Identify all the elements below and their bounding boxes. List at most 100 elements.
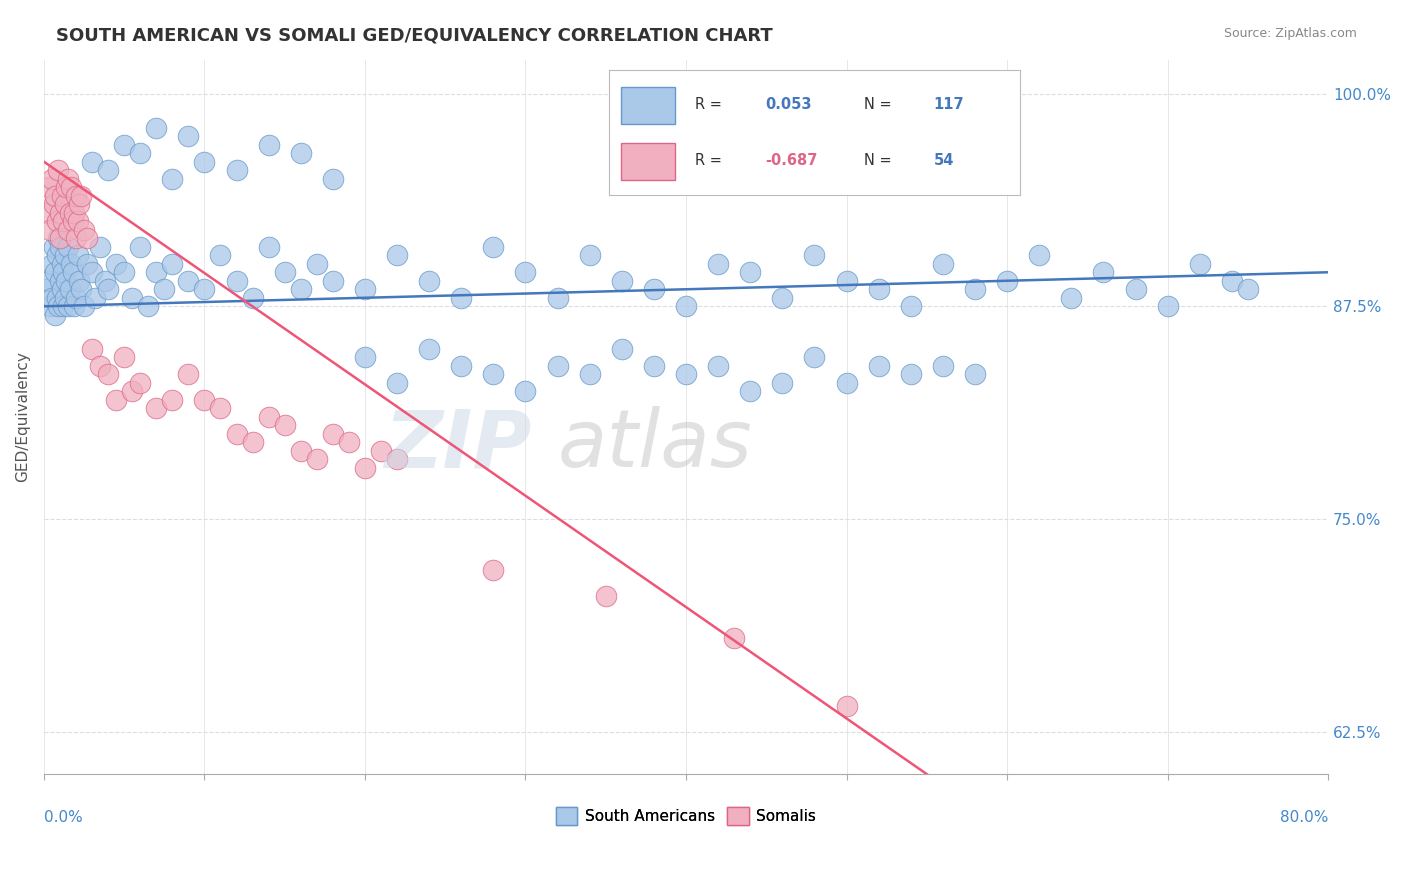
Point xyxy=(177,368,200,382)
Point xyxy=(42,197,65,211)
Point xyxy=(49,240,72,254)
Point xyxy=(136,299,159,313)
Point xyxy=(46,299,69,313)
Point xyxy=(322,171,344,186)
Point xyxy=(193,392,215,407)
Point xyxy=(193,282,215,296)
Point xyxy=(89,240,111,254)
Point xyxy=(290,282,312,296)
Point xyxy=(610,274,633,288)
Point xyxy=(80,154,103,169)
Point xyxy=(63,205,86,219)
Point xyxy=(337,435,360,450)
Point xyxy=(129,240,152,254)
Point xyxy=(84,291,107,305)
Point xyxy=(273,265,295,279)
Point xyxy=(835,699,858,714)
Point xyxy=(225,274,247,288)
Point xyxy=(273,418,295,433)
Point xyxy=(963,282,986,296)
Text: ZIP: ZIP xyxy=(384,407,531,484)
Point xyxy=(209,248,232,262)
Point xyxy=(62,214,84,228)
Point xyxy=(112,351,135,365)
Point xyxy=(121,384,143,399)
Point xyxy=(385,452,408,467)
Point xyxy=(225,163,247,178)
Point xyxy=(578,368,600,382)
Point xyxy=(112,137,135,152)
Point xyxy=(39,223,62,237)
Point xyxy=(76,257,98,271)
Point xyxy=(112,265,135,279)
Point xyxy=(675,368,697,382)
Point xyxy=(707,359,730,373)
Point xyxy=(58,282,80,296)
Point xyxy=(56,171,79,186)
Point xyxy=(52,214,75,228)
Point xyxy=(105,392,128,407)
Point xyxy=(740,265,762,279)
Point xyxy=(305,257,328,271)
Point xyxy=(62,265,84,279)
Point xyxy=(162,392,184,407)
Point xyxy=(51,257,73,271)
Point xyxy=(803,351,825,365)
Point xyxy=(900,368,922,382)
Point xyxy=(177,274,200,288)
Point xyxy=(80,342,103,356)
Point xyxy=(675,299,697,313)
Point xyxy=(49,205,72,219)
Point xyxy=(51,188,73,202)
Point xyxy=(55,274,77,288)
Point xyxy=(418,274,440,288)
Point xyxy=(42,240,65,254)
Point xyxy=(52,299,75,313)
Point xyxy=(242,435,264,450)
Point xyxy=(322,426,344,441)
Point xyxy=(290,146,312,161)
Point xyxy=(65,231,87,245)
Point xyxy=(723,631,745,645)
Point xyxy=(69,188,91,202)
Point xyxy=(145,265,167,279)
Point xyxy=(53,197,76,211)
Point xyxy=(643,282,665,296)
Text: 80.0%: 80.0% xyxy=(1279,810,1329,825)
Point xyxy=(257,409,280,424)
Point xyxy=(41,171,63,186)
Point xyxy=(900,299,922,313)
Point xyxy=(60,180,83,194)
Point xyxy=(35,205,58,219)
Point xyxy=(418,342,440,356)
Point xyxy=(129,146,152,161)
Point xyxy=(53,248,76,262)
Point xyxy=(45,248,67,262)
Point xyxy=(515,384,537,399)
Point xyxy=(76,231,98,245)
Point xyxy=(547,291,569,305)
Point xyxy=(97,163,120,178)
Point xyxy=(1060,291,1083,305)
Point xyxy=(643,359,665,373)
Point xyxy=(58,205,80,219)
Point xyxy=(547,359,569,373)
Point xyxy=(932,257,955,271)
Point xyxy=(770,291,793,305)
Point xyxy=(67,274,90,288)
Point xyxy=(1220,274,1243,288)
Point xyxy=(105,257,128,271)
Point xyxy=(450,291,472,305)
Point xyxy=(932,359,955,373)
Point xyxy=(41,257,63,271)
Point xyxy=(153,282,176,296)
Point xyxy=(963,368,986,382)
Point xyxy=(995,274,1018,288)
Point xyxy=(55,180,77,194)
Point xyxy=(145,120,167,135)
Point xyxy=(145,401,167,416)
Point xyxy=(69,282,91,296)
Point xyxy=(482,563,505,577)
Point xyxy=(370,443,392,458)
Point xyxy=(41,291,63,305)
